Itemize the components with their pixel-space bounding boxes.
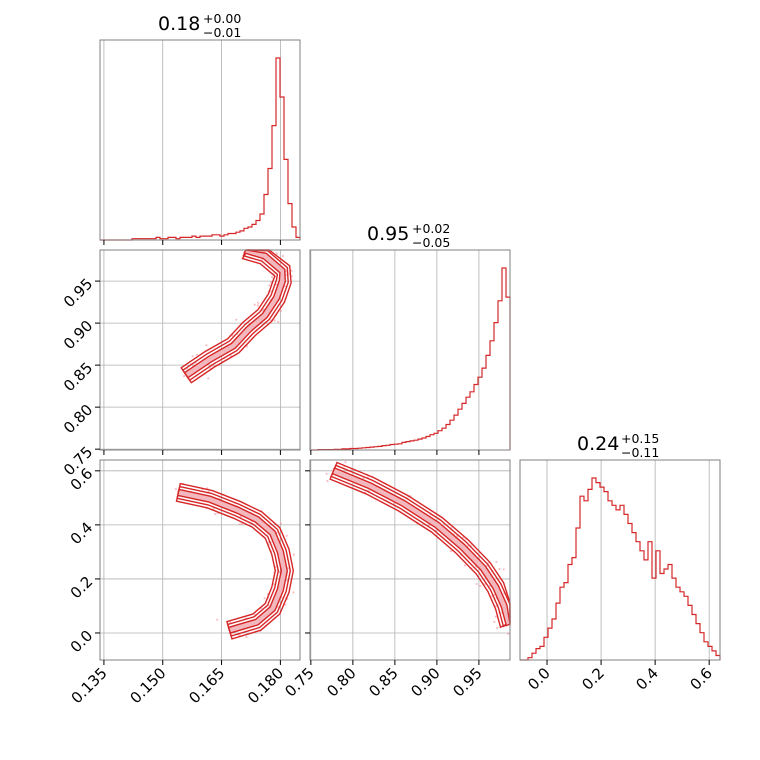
sample-point — [498, 567, 501, 571]
x-tick-label: 0.4 — [632, 664, 662, 694]
histogram-param2 — [310, 267, 511, 451]
sample-point — [277, 320, 280, 323]
sample-point — [238, 523, 241, 526]
y-tick-label: 0.90 — [60, 317, 96, 353]
y-tick-label: 0.0 — [67, 627, 97, 657]
contour-level — [183, 249, 287, 379]
sample-point — [235, 318, 238, 321]
title-param3-plus: +0.15 — [621, 431, 659, 446]
sample-point — [287, 567, 290, 570]
contour-level — [181, 249, 289, 382]
histogram-param3 — [520, 477, 721, 661]
sample-point — [216, 618, 219, 621]
sample-point — [279, 309, 283, 312]
title-param2-plus: +0.02 — [412, 221, 450, 236]
panel-hist-param1 — [99, 39, 301, 241]
sample-point — [344, 461, 347, 464]
x-tick-label: 0.2 — [578, 664, 608, 694]
sample-point — [281, 254, 284, 258]
title-param3-median: 0.24 — [577, 433, 619, 455]
sample-point — [257, 301, 260, 304]
sample-point — [231, 334, 234, 337]
sample-point — [195, 353, 199, 356]
title-param3-minus: −0.11 — [621, 445, 659, 460]
sample-point — [273, 319, 276, 322]
sample-point — [496, 626, 499, 630]
sample-point — [256, 304, 260, 307]
x-tick-label: 0.135 — [68, 664, 111, 707]
x-tick-label: 0.165 — [185, 664, 228, 707]
sample-point — [449, 550, 452, 553]
sample-point — [275, 283, 278, 286]
sample-point — [268, 284, 271, 287]
sample-point — [205, 344, 208, 347]
x-tick-label: 0.75 — [281, 664, 317, 700]
sample-point — [362, 477, 365, 480]
title-param1-minus: −0.01 — [203, 25, 241, 40]
x-tick-label: 0.80 — [323, 664, 359, 700]
sample-point — [229, 621, 232, 624]
sample-point — [507, 632, 510, 635]
contour-level — [176, 488, 289, 634]
title-param1-plus: +0.00 — [203, 11, 241, 26]
sample-point — [290, 269, 293, 272]
x-tick-label: 0.85 — [365, 664, 401, 700]
panel-contour-param2-param3 — [309, 459, 511, 661]
sample-point — [279, 522, 282, 525]
contour-level — [330, 464, 511, 628]
x-tick-label: 0.90 — [407, 664, 443, 700]
sample-point — [494, 615, 497, 618]
sample-point — [326, 479, 329, 483]
sample-point — [275, 252, 278, 255]
sample-point — [475, 582, 478, 586]
y-tick-label: 0.80 — [60, 401, 96, 437]
y-tick-label: 0.4 — [67, 519, 97, 549]
contour-level — [175, 482, 295, 640]
sample-point — [260, 258, 263, 261]
sample-point — [246, 345, 249, 348]
x-tick-label: 0.95 — [449, 664, 485, 700]
y-tick-label: 0.2 — [67, 573, 97, 603]
panel-contour-param1-param2 — [99, 249, 301, 451]
sample-point — [263, 597, 266, 600]
sample-point — [183, 375, 186, 378]
panel-hist-param2 — [309, 249, 511, 451]
y-tick-label: 0.95 — [60, 275, 96, 311]
sample-point — [292, 553, 295, 556]
x-tick-label: 0.6 — [686, 664, 716, 694]
sample-point — [271, 276, 274, 279]
histogram-param1 — [100, 57, 301, 241]
title-param2-minus: −0.05 — [412, 235, 450, 250]
sample-point — [325, 472, 328, 475]
x-tick-label: 0.150 — [126, 664, 169, 707]
x-tick-label: 0.0 — [524, 664, 554, 694]
title-param2-median: 0.95 — [367, 223, 409, 245]
sample-point — [495, 560, 498, 564]
sample-point — [285, 534, 288, 537]
contour-level — [176, 485, 292, 637]
sample-point — [292, 591, 295, 594]
sample-point — [241, 522, 244, 526]
sample-point — [174, 488, 177, 491]
x-tick-label: 0.180 — [244, 664, 287, 707]
title-param1-median: 0.18 — [158, 13, 200, 35]
y-tick-label: 0.85 — [60, 359, 96, 395]
sample-point — [463, 564, 467, 567]
panel-contour-param1-param3 — [99, 459, 301, 661]
sample-point — [214, 512, 217, 516]
sample-point — [493, 620, 496, 624]
sample-point — [207, 377, 210, 380]
sample-point — [479, 584, 482, 588]
contour-level — [180, 249, 292, 384]
sample-point — [245, 635, 248, 639]
panel-hist-param3 — [519, 459, 721, 661]
sample-point — [502, 568, 505, 571]
sample-point — [269, 281, 272, 284]
sample-point — [191, 355, 194, 358]
sample-point — [253, 303, 256, 306]
